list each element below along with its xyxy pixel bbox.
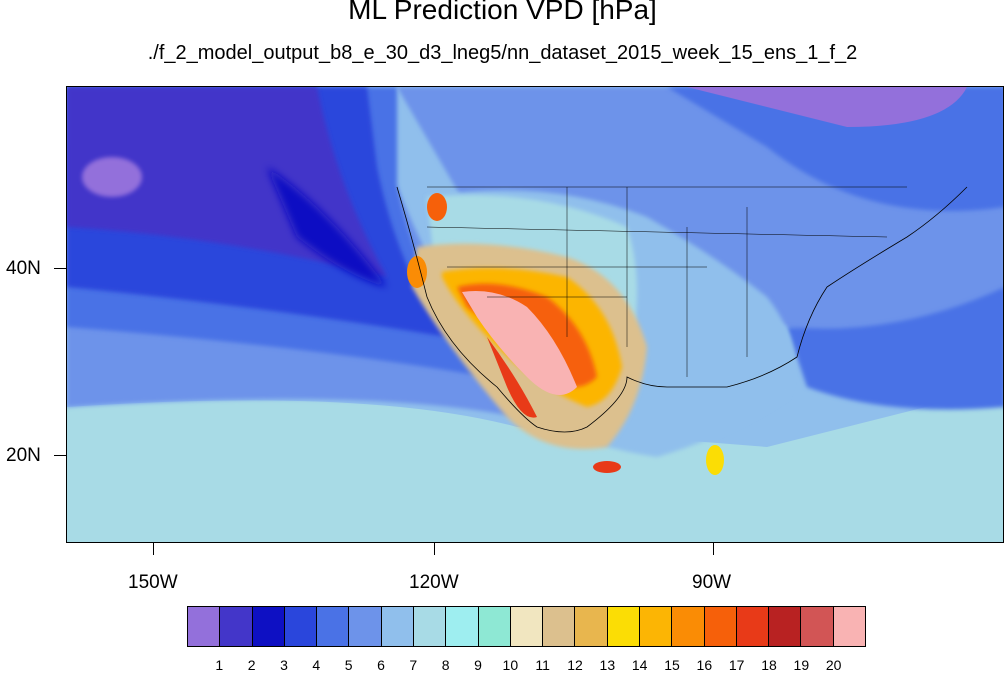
colorbar-swatch: [478, 607, 511, 646]
colorbar-swatch: [220, 607, 253, 646]
y-tick-label-20n: 20N: [6, 445, 41, 466]
colorbar-swatch: [446, 607, 479, 646]
colorbar-swatch: [413, 607, 447, 646]
colorbar-label: 20: [825, 657, 842, 673]
low-vpd-patch: [82, 157, 142, 197]
x-tick-150w: [153, 543, 154, 555]
y-tick-40n: [54, 268, 66, 269]
colorbar-swatch: [284, 607, 318, 646]
colorbar-swatch: [381, 607, 414, 646]
colorbar-swatch: [575, 607, 608, 646]
peak-vpd-field: [462, 291, 577, 395]
colorbar-label: 19: [793, 657, 810, 673]
colorbar-swatch: [639, 607, 673, 646]
state-borders: [426, 186, 907, 377]
y-tick-20n: [54, 455, 66, 456]
mexico-coast-patch: [593, 461, 621, 473]
south-field: [67, 387, 1003, 542]
colorbar-swatch: [769, 607, 802, 646]
baja-field: [487, 337, 537, 418]
colorbar-swatch: [833, 607, 865, 646]
colorbar-label: 11: [535, 657, 550, 673]
yucatan-patch: [706, 445, 724, 475]
colorbar-swatch: [252, 607, 285, 646]
map-subtitle: ./f_2_model_output_b8_e_30_d3_lneg5/nn_d…: [147, 42, 858, 64]
atlantic-field: [787, 287, 1003, 410]
colorbar-swatch: [510, 607, 544, 646]
colorbar-swatch: [704, 607, 737, 646]
y-tick-label-40n: 40N: [6, 258, 41, 279]
coastline: [396, 186, 968, 433]
colorbar-label: 12: [567, 657, 583, 673]
colorbar-label: 3: [280, 657, 288, 673]
colorbar-label: 13: [599, 657, 616, 673]
colorbar-swatch: [317, 607, 350, 646]
x-tick-label-150w: 150W: [128, 572, 178, 593]
colorbar-label: 14: [631, 657, 648, 673]
colorbar-label: 9: [474, 657, 482, 673]
colorbar-swatch: [543, 607, 576, 646]
colorbar-swatch: [736, 607, 770, 646]
vpd-map: [66, 86, 1004, 543]
colorbar-label: 15: [664, 657, 680, 673]
oregon-hotspot: [427, 193, 447, 221]
colorbar-label: 16: [696, 657, 713, 673]
colorbar-swatch: [188, 607, 221, 646]
colorbar-swatch: [672, 607, 705, 646]
x-tick-120w: [434, 543, 435, 555]
x-tick-label-90w: 90W: [692, 572, 732, 593]
hudson-patch: [687, 87, 967, 127]
california-hotspot: [407, 256, 427, 288]
colorbar-label: 2: [247, 657, 256, 673]
colorbar-label: 5: [344, 657, 353, 673]
colorbar-label: 17: [728, 657, 745, 673]
coastal-deep-field: [267, 167, 387, 287]
map-title: ML Prediction VPD [hPa]: [348, 0, 657, 25]
colorbar-swatch: [349, 607, 382, 646]
colorbar-swatch: [607, 607, 640, 646]
colorbar-swatch: [801, 607, 834, 646]
colorbar-label: 1: [215, 657, 224, 673]
colorbar-label: 7: [409, 657, 418, 673]
vpd-map-svg: [67, 87, 1003, 542]
x-tick-90w: [713, 543, 714, 555]
colorbar-label: 10: [502, 657, 519, 673]
colorbar-label: 8: [441, 657, 450, 673]
x-tick-label-120w: 120W: [409, 572, 459, 593]
colorbar: [187, 606, 866, 647]
colorbar-label: 18: [761, 657, 777, 673]
colorbar-label: 4: [312, 657, 321, 673]
colorbar-label: 6: [377, 657, 385, 673]
